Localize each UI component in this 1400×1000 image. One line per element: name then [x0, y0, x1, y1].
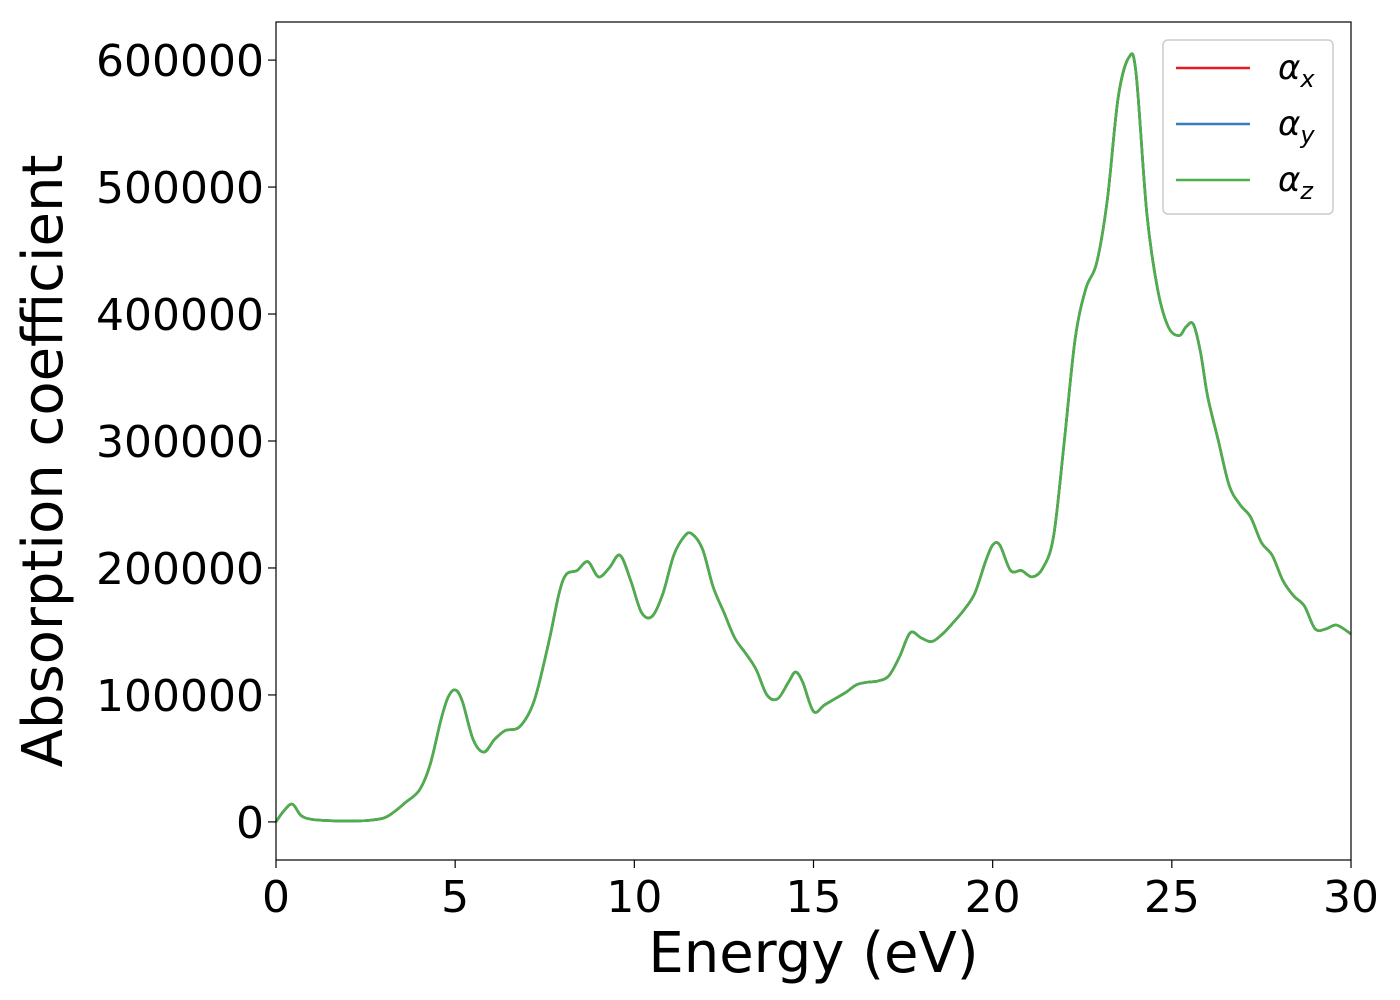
series-line-αz — [274, 52, 1352, 823]
x-tick-label: 25 — [1144, 872, 1200, 923]
legend-label: αx — [1278, 48, 1315, 93]
y-tick-label: 200000 — [96, 544, 264, 595]
series-lines — [274, 52, 1352, 823]
x-tick-label: 20 — [965, 872, 1021, 923]
y-axis-ticks: 0 100000 200000 300000 400000 500000 600000 — [96, 36, 276, 849]
x-tick-label: 0 — [262, 872, 290, 923]
x-tick-label: 30 — [1323, 872, 1379, 923]
legend-box — [1162, 39, 1334, 215]
legend-label: αz — [1278, 160, 1314, 205]
y-tick-label: 100000 — [96, 671, 264, 722]
y-tick-label: 300000 — [96, 417, 264, 468]
y-tick-label: 600000 — [96, 36, 264, 87]
y-tick-label: 500000 — [96, 163, 264, 214]
x-axis-label: Energy (eV) — [648, 921, 978, 986]
legend: αx αy αz — [1162, 39, 1334, 215]
legend-label: αy — [1278, 104, 1315, 149]
y-tick-label: 0 — [236, 798, 264, 849]
x-tick-label: 10 — [606, 872, 662, 923]
y-tick-label: 400000 — [96, 290, 264, 341]
y-axis-label: Absorption coefficient — [11, 155, 76, 768]
x-tick-label: 15 — [786, 872, 842, 923]
x-tick-label: 5 — [441, 872, 469, 923]
x-axis-ticks: 0 5 10 15 20 25 30 — [262, 860, 1379, 923]
